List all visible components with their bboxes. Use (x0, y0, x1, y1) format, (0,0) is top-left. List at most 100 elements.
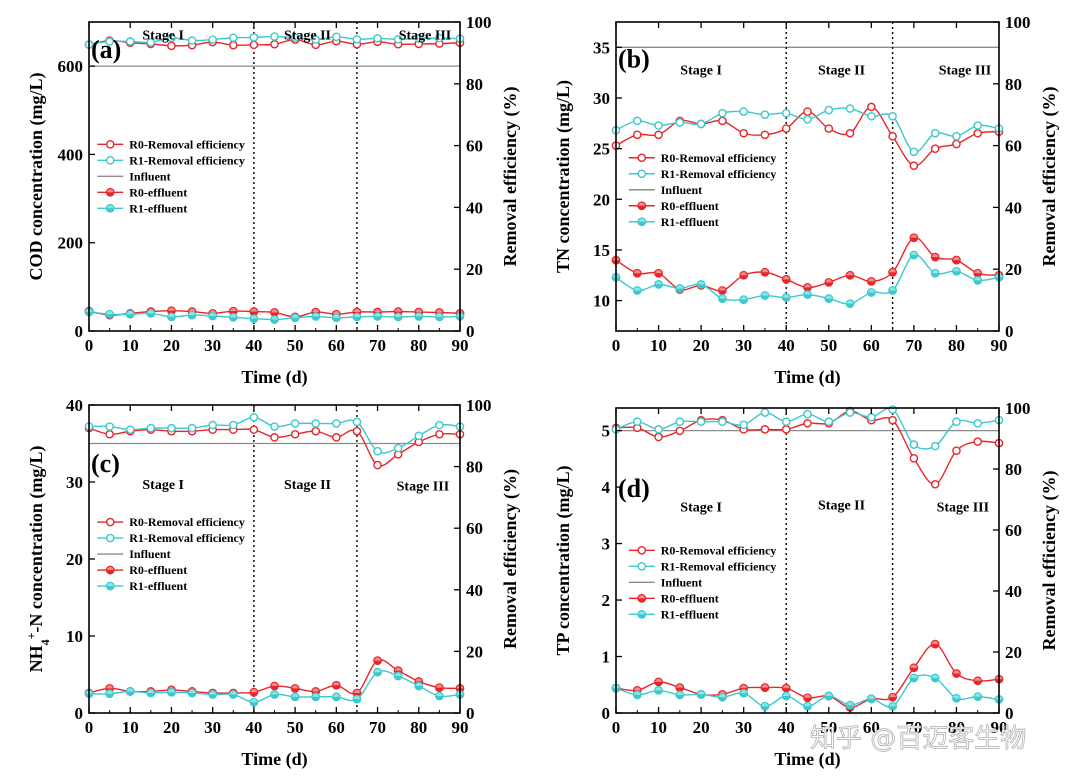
legend-label: Influent (129, 169, 170, 183)
point-half (846, 275, 854, 280)
y-tick-label: 4 (602, 478, 611, 497)
data-point (290, 429, 300, 439)
data-point (781, 425, 791, 434)
y-right-tick-label: 80 (1005, 460, 1022, 479)
data-point (845, 700, 855, 710)
data-point (125, 687, 135, 696)
legend-label: Influent (661, 575, 702, 589)
point-half (654, 284, 663, 289)
data-point (654, 268, 663, 278)
data-point (146, 38, 156, 47)
data-point (739, 295, 749, 304)
point-half (931, 677, 939, 682)
y-tick-label: 15 (593, 241, 610, 260)
point-half (739, 693, 748, 698)
data-point (311, 312, 321, 321)
data-point (909, 663, 919, 673)
data-point (845, 128, 855, 138)
data-point (270, 681, 279, 691)
data-point (760, 408, 770, 417)
panel-label: (c) (91, 449, 120, 478)
point-half (394, 676, 402, 680)
legend: R0-Removal efficiency R1-Removal efficien… (97, 515, 245, 593)
data-point (675, 690, 685, 700)
data-point (414, 681, 424, 691)
data-point (803, 115, 812, 124)
data-point (290, 692, 300, 702)
data-point (146, 308, 156, 318)
data-point (414, 34, 424, 43)
data-point (867, 102, 876, 112)
y-tick-label: 400 (58, 145, 84, 164)
legend-label: R0-Removal efficiency (661, 543, 777, 557)
data-point (824, 294, 834, 303)
data-point (167, 312, 176, 322)
data-point (803, 290, 812, 299)
point-half (824, 282, 833, 287)
data-point (760, 267, 770, 277)
y-tick-label: 1 (602, 648, 611, 667)
data-point (373, 460, 382, 470)
data-point (717, 294, 727, 303)
stage-label: Stage II (818, 64, 865, 79)
point-half (208, 694, 217, 699)
x-tick-label: 60 (328, 336, 345, 355)
point-half (888, 706, 897, 711)
data-point (781, 691, 791, 701)
data-point (270, 433, 279, 442)
point-half (167, 316, 176, 321)
data-point (909, 250, 919, 260)
data-point (696, 417, 706, 427)
legend-marker (637, 153, 647, 163)
data-point (373, 34, 382, 43)
legend-label: Influent (129, 547, 170, 561)
legend-marker (637, 546, 647, 555)
point-half (654, 681, 663, 686)
point-half (718, 290, 727, 295)
x-axis-label: Time (d) (241, 749, 307, 770)
x-tick-label: 0 (85, 718, 94, 737)
data-point (654, 121, 663, 130)
chart-panel: 0 10 20 30 40 50 60 70 80 90012345020406080100Tim… (553, 399, 1060, 770)
data-point (675, 284, 685, 293)
point-half (373, 316, 382, 321)
point-half (910, 237, 918, 242)
y-right-tick-label: 20 (466, 260, 483, 279)
y-right-tick-label: 100 (1005, 13, 1031, 32)
x-tick-label: 10 (122, 718, 139, 737)
y-right-tick-label: 80 (466, 458, 483, 477)
y-right-tick-label: 100 (466, 13, 492, 32)
y-tick-label: 20 (593, 190, 610, 209)
data-point (675, 118, 685, 127)
data-point (125, 309, 135, 319)
point-half (761, 687, 769, 692)
y-axis-label: TP concentration (mg/L) (553, 466, 574, 656)
data-point (435, 429, 444, 439)
y-right-tick-label: 100 (1005, 399, 1031, 418)
data-point (803, 701, 812, 711)
y-right-tick-label: 0 (466, 322, 475, 341)
data-point (909, 147, 919, 157)
point-half (167, 692, 176, 697)
data-point (105, 689, 115, 699)
data-point (696, 689, 706, 699)
legend: R0-Removal efficiency R1-Removal efficien… (628, 543, 777, 621)
data-point (373, 446, 382, 456)
x-tick-label: 50 (287, 336, 304, 355)
point-half (270, 319, 279, 324)
legend-marker-half (106, 586, 115, 590)
stage-label: Stage III (399, 29, 452, 44)
data-point (435, 420, 444, 430)
point-half (973, 273, 982, 278)
data-point (187, 423, 197, 433)
chart-panel: 0 10 20 30 40 50 60 70 80 90020040060002040608010… (26, 13, 521, 388)
data-point (270, 690, 279, 699)
y-axis-label: COD concentration (mg/L) (26, 73, 47, 281)
data-point (654, 425, 663, 434)
x-tick-label: 20 (163, 336, 180, 355)
point-half (973, 696, 982, 701)
point-half (332, 696, 341, 701)
data-point (270, 308, 279, 317)
data-point (717, 692, 727, 702)
x-tick-label: 70 (369, 336, 386, 355)
